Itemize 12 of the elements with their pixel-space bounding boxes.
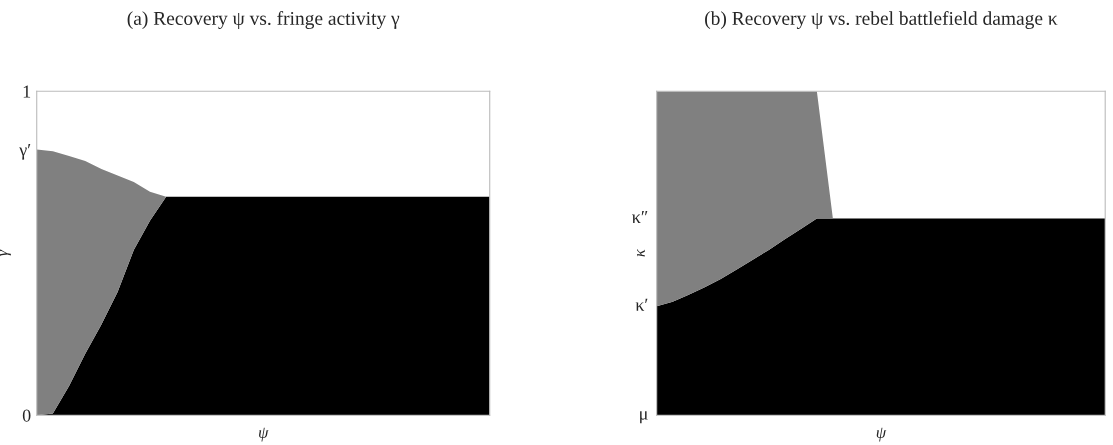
y-axis-title: κ [637, 249, 645, 257]
y-tick-label: γ′ [19, 143, 31, 160]
y-tick-label: 1 [23, 85, 31, 98]
x-axis-title: ψ [259, 427, 269, 442]
text: κ′ [635, 298, 648, 311]
x-axis-title: ψ [876, 427, 887, 442]
chart-title: (a) Recovery ψ vs. fringe activity γ [127, 11, 400, 29]
text: μ [640, 411, 648, 424]
y-axis-title: γ [0, 249, 11, 257]
chart-title: (b) Recovery ψ vs. rebel battlefield damage κ [705, 11, 1058, 29]
text: κ″ [632, 211, 648, 223]
y-tick-label: 0 [22, 409, 31, 422]
